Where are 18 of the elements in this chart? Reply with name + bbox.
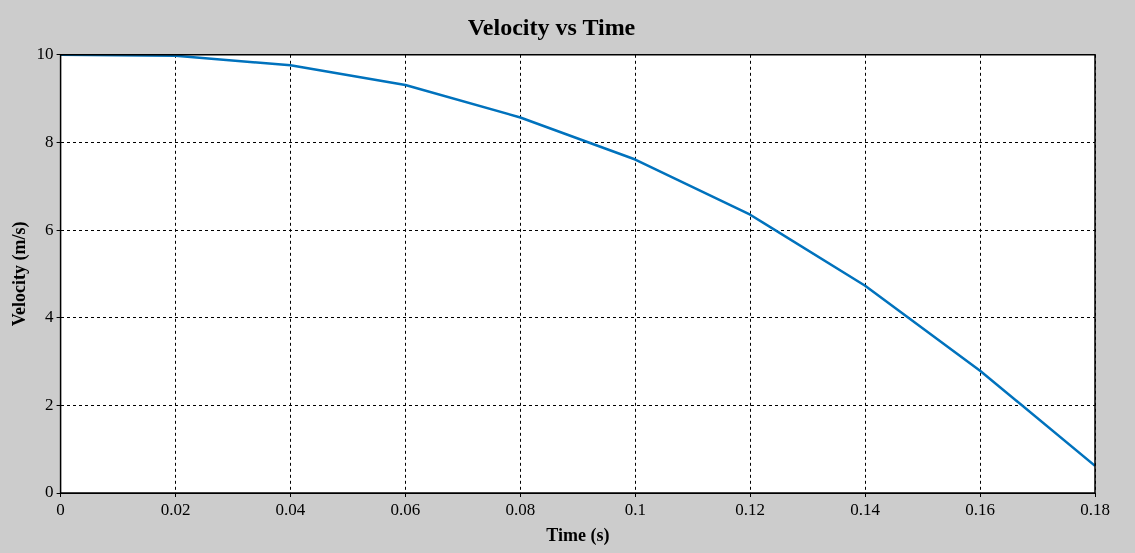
y-tick-label: 8	[45, 131, 54, 151]
x-tick-label: 0.02	[160, 499, 191, 519]
y-tick-label: 4	[45, 307, 55, 327]
x-tick-label: 0.06	[390, 499, 421, 519]
y-axis-title: Velocity (m/s)	[9, 221, 31, 327]
x-tick-label: 0.14	[850, 499, 881, 519]
x-tick-label: 0.1	[624, 499, 646, 519]
y-tick-label: 6	[45, 219, 54, 239]
y-tick-label: 10	[36, 44, 54, 64]
x-tick-label: 0.12	[735, 499, 766, 519]
x-tick-label: 0.18	[1080, 499, 1110, 519]
x-tick-label: 0.16	[965, 499, 995, 519]
x-axis-title: Time (s)	[546, 524, 610, 546]
y-tick-label: 0	[45, 482, 54, 502]
x-tick-label: 0.04	[275, 499, 306, 519]
y-tick-label: 2	[45, 394, 54, 414]
x-tick-label: 0.08	[505, 499, 536, 519]
chart-title: Velocity vs Time	[467, 13, 636, 40]
